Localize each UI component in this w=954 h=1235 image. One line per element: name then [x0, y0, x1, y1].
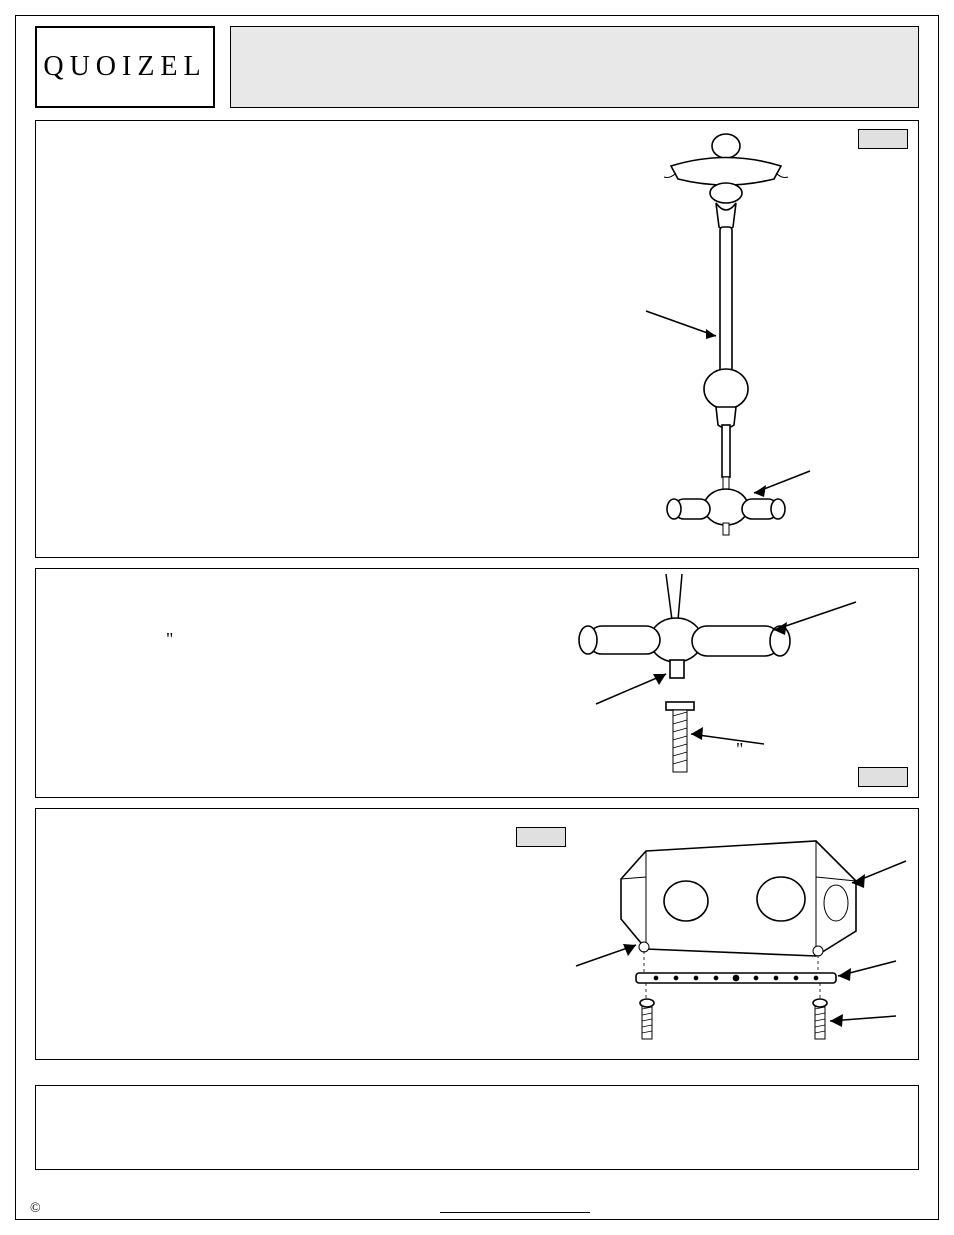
logo-box: QUOIZEL — [35, 26, 215, 108]
panel-1 — [35, 120, 919, 558]
panel-4 — [35, 1085, 919, 1170]
fig-label-3 — [516, 827, 566, 847]
fig-label-1 — [858, 129, 908, 149]
screw-left — [640, 999, 654, 1039]
panel-3 — [35, 808, 919, 1060]
title-box — [230, 26, 919, 108]
quote-mark-left: " — [166, 629, 173, 650]
illustration-jbox — [566, 821, 926, 1056]
logo-text: QUOIZEL — [43, 51, 206, 83]
copyright-symbol: © — [30, 1201, 41, 1217]
illustration-cluster — [526, 574, 906, 789]
screw-right — [813, 999, 827, 1039]
illustration-column — [576, 131, 836, 556]
footer-underline — [440, 1212, 590, 1213]
header-row: QUOIZEL — [35, 26, 919, 108]
panel-2: " " — [35, 568, 919, 798]
